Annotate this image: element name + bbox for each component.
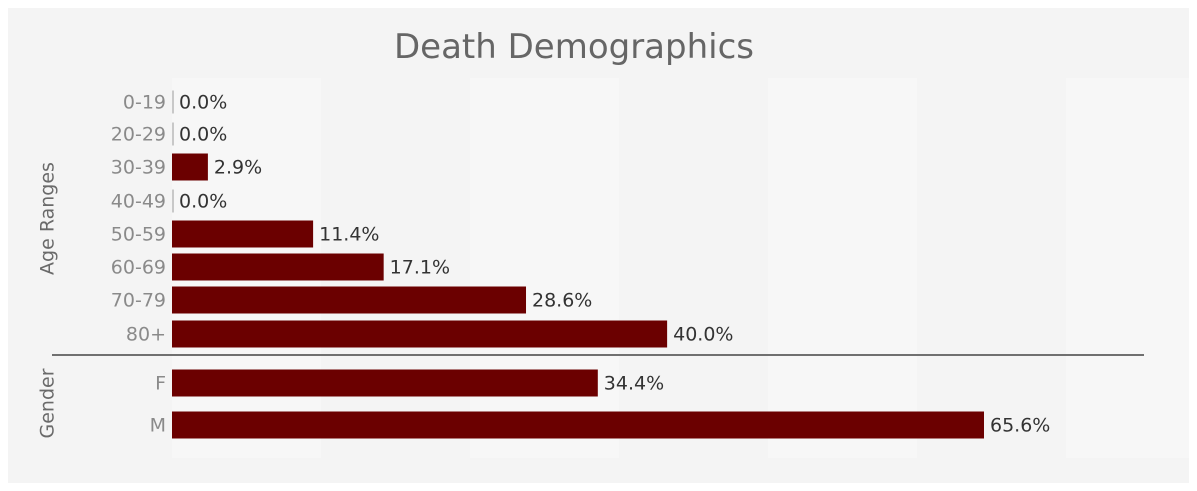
category-label: 70-79 [111, 290, 166, 312]
group-label-1: Gender [37, 368, 59, 438]
grid-band [470, 78, 619, 458]
category-label: 50-59 [111, 224, 166, 246]
grid-band [768, 78, 917, 458]
grid-bands [172, 78, 1189, 458]
bar [172, 220, 314, 248]
bar [172, 320, 668, 348]
value-label: 11.4% [319, 224, 379, 246]
bar [172, 253, 384, 281]
value-label: 2.9% [214, 157, 262, 179]
chart-title: Death Demographics [394, 27, 754, 67]
bar [172, 286, 527, 314]
value-label: 0.0% [179, 124, 227, 146]
category-label: 30-39 [111, 157, 166, 179]
value-label: 34.4% [604, 373, 664, 395]
category-label: 40-49 [111, 191, 166, 213]
value-label: 17.1% [390, 257, 450, 279]
value-label: 40.0% [673, 324, 733, 346]
bar [172, 411, 984, 439]
grid-band [1066, 78, 1189, 458]
bar [172, 369, 598, 397]
value-label: 0.0% [179, 92, 227, 114]
group-label-0: Age Ranges [37, 162, 59, 275]
value-label: 65.6% [990, 415, 1050, 437]
category-label: F [155, 373, 166, 395]
category-label: 60-69 [111, 257, 166, 279]
death-demographics-chart: Death Demographics Age Ranges Gender 0-19… [37, 27, 1189, 458]
category-label: 20-29 [111, 124, 166, 146]
bar [172, 153, 208, 181]
category-label: 0-19 [123, 92, 166, 114]
category-label: 80+ [126, 324, 166, 346]
value-label: 28.6% [532, 290, 592, 312]
chart-frame: Death Demographics Age Ranges Gender 0-19… [8, 8, 1189, 483]
category-label: M [150, 415, 166, 437]
value-label: 0.0% [179, 191, 227, 213]
